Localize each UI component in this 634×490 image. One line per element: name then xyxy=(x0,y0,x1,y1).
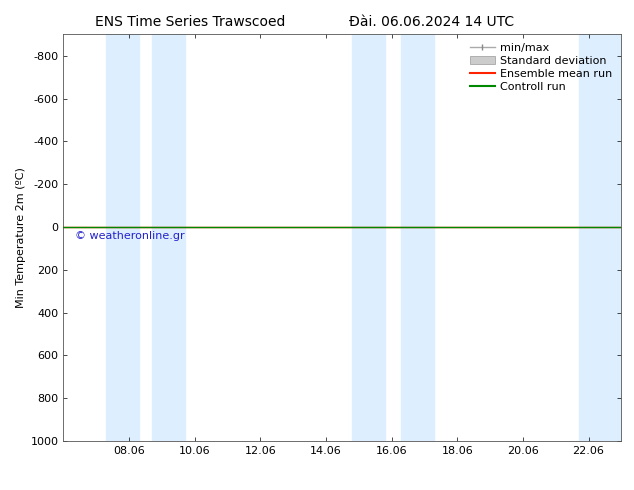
Bar xyxy=(579,34,621,441)
Bar xyxy=(401,34,434,441)
Bar xyxy=(353,34,385,441)
Bar xyxy=(106,34,139,441)
Y-axis label: Min Temperature 2m (ºC): Min Temperature 2m (ºC) xyxy=(16,167,27,308)
Text: © weatheronline.gr: © weatheronline.gr xyxy=(75,231,184,241)
Text: ENS Time Series Trawscoed: ENS Time Series Trawscoed xyxy=(95,15,285,29)
Text: Đài. 06.06.2024 14 UTC: Đài. 06.06.2024 14 UTC xyxy=(349,15,514,29)
Legend: min/max, Standard deviation, Ensemble mean run, Controll run: min/max, Standard deviation, Ensemble me… xyxy=(467,40,616,95)
Bar xyxy=(152,34,185,441)
